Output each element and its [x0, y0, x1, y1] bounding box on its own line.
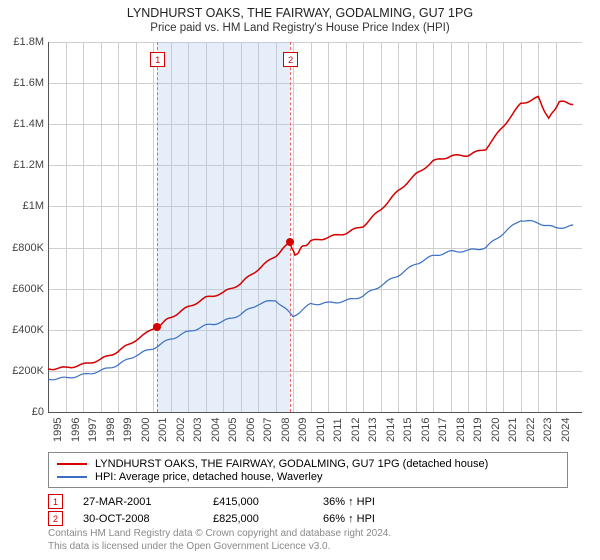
- plot-area: 12: [48, 42, 582, 412]
- transactions-table: 1 27-MAR-2001 £415,000 36% ↑ HPI 2 30-OCT-200…: [48, 492, 568, 528]
- x-tick-label: 2008: [280, 418, 292, 442]
- price-chart: { "title": "LYNDHURST OAKS, THE FAIRWAY,…: [0, 0, 600, 560]
- x-tick-label: 2001: [157, 418, 169, 442]
- y-tick-label: £800K: [0, 242, 44, 254]
- x-tick-label: 2019: [472, 418, 484, 442]
- x-tick-label: 2018: [455, 418, 467, 442]
- series-hpi: [48, 221, 573, 380]
- chart-subtitle: Price paid vs. HM Land Registry's House …: [0, 22, 600, 34]
- legend-label-subject: LYNDHURST OAKS, THE FAIRWAY, GODALMING, …: [95, 458, 488, 470]
- x-tick-label: 2013: [367, 418, 379, 442]
- series-svg: [48, 42, 582, 412]
- transaction-price: £415,000: [213, 496, 303, 508]
- y-tick-label: £400K: [0, 324, 44, 336]
- legend-swatch-hpi: [57, 476, 87, 478]
- y-tick-label: £1.4M: [0, 118, 44, 130]
- legend: LYNDHURST OAKS, THE FAIRWAY, GODALMING, …: [48, 452, 568, 488]
- transaction-row: 2 30-OCT-2008 £825,000 66% ↑ HPI: [48, 511, 568, 526]
- x-tick-label: 2015: [402, 418, 414, 442]
- transaction-date: 27-MAR-2001: [83, 496, 193, 508]
- footer-line-2: This data is licensed under the Open Gov…: [48, 541, 391, 554]
- transaction-row: 1 27-MAR-2001 £415,000 36% ↑ HPI: [48, 494, 568, 509]
- x-tick-label: 2012: [350, 418, 362, 442]
- x-tick-label: 2000: [140, 418, 152, 442]
- x-tick-label: 2014: [385, 418, 397, 442]
- x-tick-label: 1998: [105, 418, 117, 442]
- x-tick-label: 2005: [227, 418, 239, 442]
- y-tick-label: £0: [0, 406, 44, 418]
- transaction-marker: 1: [48, 494, 63, 509]
- x-tick-label: 2021: [507, 418, 519, 442]
- x-tick-label: 2016: [420, 418, 432, 442]
- x-tick-label: 2022: [525, 418, 537, 442]
- x-tick-label: 1997: [87, 418, 99, 442]
- x-tick-label: 2006: [245, 418, 257, 442]
- transaction-diff: 66% ↑ HPI: [323, 513, 423, 525]
- y-tick-label: £600K: [0, 283, 44, 295]
- y-tick-label: £1.2M: [0, 159, 44, 171]
- chart-title: LYNDHURST OAKS, THE FAIRWAY, GODALMING, …: [0, 6, 600, 20]
- series-subject: [48, 96, 573, 369]
- x-tick-label: 2011: [332, 418, 344, 442]
- x-tick-label: 2004: [210, 418, 222, 442]
- x-tick-label: 1999: [122, 418, 134, 442]
- y-tick-label: £200K: [0, 365, 44, 377]
- x-tick-label: 2007: [262, 418, 274, 442]
- x-tick-label: 2009: [297, 418, 309, 442]
- x-tick-label: 2017: [437, 418, 449, 442]
- y-tick-label: £1.8M: [0, 36, 44, 48]
- transaction-diff: 36% ↑ HPI: [323, 496, 423, 508]
- transaction-price: £825,000: [213, 513, 303, 525]
- transaction-date: 30-OCT-2008: [83, 513, 193, 525]
- legend-swatch-subject: [57, 463, 87, 465]
- y-tick-label: £1.6M: [0, 77, 44, 89]
- x-tick-label: 1995: [52, 418, 64, 442]
- legend-label-hpi: HPI: Average price, detached house, Wave…: [95, 471, 322, 483]
- y-tick-label: £1M: [0, 200, 44, 212]
- gridline-h: [48, 412, 582, 413]
- x-tick-label: 2002: [175, 418, 187, 442]
- transaction-marker: 2: [48, 511, 63, 526]
- x-tick-label: 2024: [560, 418, 572, 442]
- x-tick-label: 2023: [542, 418, 554, 442]
- footer-line-1: Contains HM Land Registry data © Crown c…: [48, 528, 391, 541]
- x-tick-label: 1996: [70, 418, 82, 442]
- x-tick-label: 2020: [490, 418, 502, 442]
- x-tick-label: 2010: [315, 418, 327, 442]
- chart-footer: Contains HM Land Registry data © Crown c…: [48, 528, 391, 553]
- x-tick-label: 2003: [192, 418, 204, 442]
